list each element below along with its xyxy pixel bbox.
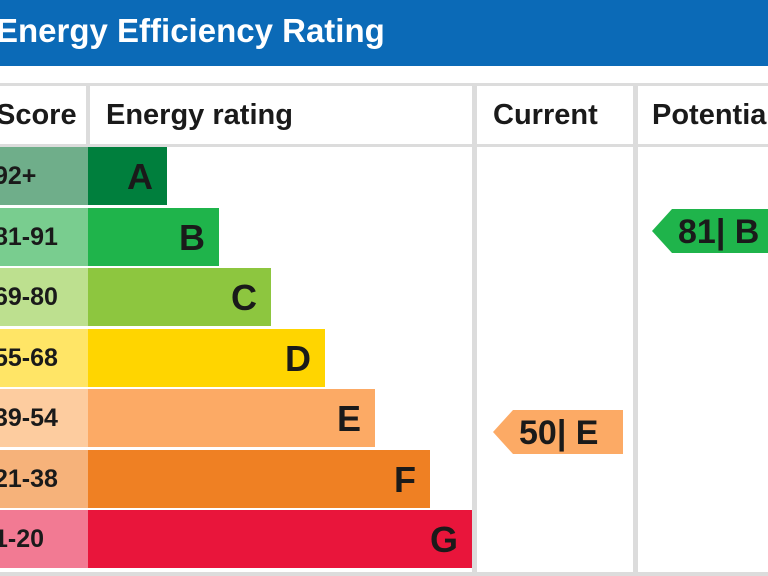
band-letter-e: E <box>336 398 361 439</box>
band-letter-b: B <box>179 216 205 258</box>
band-letter-c: C <box>231 277 257 318</box>
band-score-a: 92+ <box>0 147 88 205</box>
current-column: 50| E <box>477 147 633 572</box>
potential-arrow-fill <box>652 208 768 253</box>
current-rating-arrow: 50| E <box>493 410 623 455</box>
band-score-e: 39-54 <box>0 389 88 447</box>
band-score-c: 69-80 <box>0 268 88 326</box>
band-bar-b: B <box>88 207 219 266</box>
band-letter-g: G <box>429 519 458 560</box>
chart-title: Energy Efficiency Rating <box>0 12 385 49</box>
header-energy-rating: Energy rating <box>90 86 472 144</box>
band-bar-a: A <box>88 147 167 205</box>
band-score-f: 21-38 <box>0 449 88 508</box>
title-bar: Energy Efficiency Rating <box>0 0 768 66</box>
band-score-d: 55-68 <box>0 328 88 387</box>
band-score-label: 55-68 <box>0 343 58 372</box>
potential-rating-label: 81| B <box>678 212 760 251</box>
rating-bands: 92+ A 81-91 B 69-80 C 55-68 D 39-54 E 21-38 F 1-20 G <box>0 147 472 572</box>
header-score: Score <box>0 86 86 144</box>
current-arrow-fill <box>493 410 623 455</box>
band-score-label: 81-91 <box>0 222 58 251</box>
potential-column: 81| B <box>638 147 768 572</box>
band-bar-c: C <box>88 268 271 326</box>
current-arrow-shape <box>493 410 623 455</box>
band-score-b: 81-91 <box>0 207 88 266</box>
current-rating-label: 50| E <box>519 414 599 453</box>
band-letter-a: A <box>127 156 153 197</box>
band-bar-d: D <box>88 328 325 387</box>
potential-arrow-shape <box>652 208 768 253</box>
band-bar-g: G <box>88 510 472 568</box>
header-potential: Potential <box>638 86 768 144</box>
header-current: Current <box>477 86 633 144</box>
band-score-label: 39-54 <box>0 404 58 432</box>
band-score-label: 92+ <box>0 162 37 190</box>
potential-rating-arrow: 81| B <box>652 208 768 253</box>
band-score-g: 1-20 <box>0 510 88 568</box>
band-letter-d: D <box>285 337 311 379</box>
band-score-label: 69-80 <box>0 283 58 311</box>
band-bar-e: E <box>88 389 375 447</box>
band-letter-f: F <box>394 458 416 500</box>
band-bar-f: F <box>88 449 430 508</box>
band-score-label: 21-38 <box>0 464 58 493</box>
band-score-label: 1-20 <box>0 525 45 553</box>
